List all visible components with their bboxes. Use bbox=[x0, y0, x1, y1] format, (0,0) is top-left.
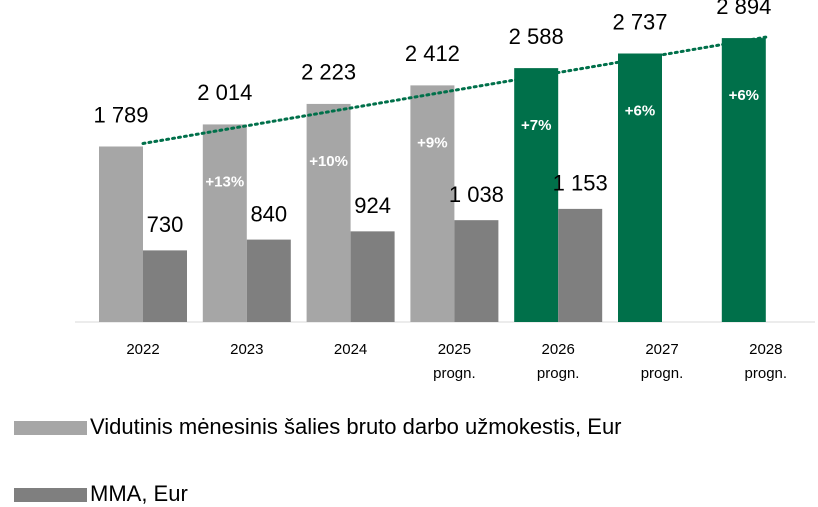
x-tick-label: 2022 bbox=[126, 341, 159, 358]
growth-label: +9% bbox=[417, 134, 447, 151]
bar bbox=[721, 38, 766, 322]
value-label: 1 038 bbox=[449, 182, 504, 207]
growth-label: +7% bbox=[521, 117, 551, 134]
bar bbox=[143, 250, 187, 322]
value-label: 2 737 bbox=[612, 9, 667, 34]
x-tick-label: 2025 progn. bbox=[433, 341, 476, 382]
x-tick-label: 2027 progn. bbox=[641, 341, 684, 382]
value-label: 924 bbox=[354, 193, 391, 218]
legend-label: MMA, Eur bbox=[90, 481, 188, 506]
bar bbox=[99, 146, 143, 322]
value-label: 2 223 bbox=[301, 60, 356, 85]
bar bbox=[618, 53, 662, 322]
bar bbox=[306, 103, 351, 322]
value-label: 1 153 bbox=[553, 171, 608, 196]
bar bbox=[202, 124, 247, 322]
value-label: 840 bbox=[250, 201, 287, 226]
value-label: 2 588 bbox=[509, 24, 564, 49]
bar bbox=[410, 85, 455, 322]
bar bbox=[454, 220, 499, 322]
bar bbox=[246, 239, 291, 322]
value-label: 2 894 bbox=[716, 0, 771, 19]
x-tick-label: 2028 progn. bbox=[745, 341, 788, 382]
value-label: 2 412 bbox=[405, 41, 460, 66]
x-tick-label: 2023 bbox=[230, 341, 263, 358]
growth-label: +13% bbox=[205, 173, 244, 190]
legend-swatch bbox=[14, 421, 87, 435]
x-tick-label: 2024 bbox=[334, 341, 367, 358]
growth-label: +6% bbox=[729, 87, 759, 104]
value-label: 730 bbox=[147, 212, 184, 237]
growth-label: +6% bbox=[625, 102, 655, 119]
bar bbox=[558, 208, 603, 322]
bar bbox=[350, 231, 395, 322]
trend-line bbox=[141, 35, 768, 145]
legend-swatch bbox=[14, 488, 87, 502]
value-label: 1 789 bbox=[93, 102, 148, 127]
value-label: 2 014 bbox=[197, 80, 252, 105]
growth-label: +10% bbox=[309, 153, 348, 170]
x-tick-label: 2026 progn. bbox=[537, 341, 580, 382]
legend-label: Vidutinis mėnesinis šalies bruto darbo u… bbox=[90, 414, 622, 439]
bar bbox=[514, 68, 559, 322]
